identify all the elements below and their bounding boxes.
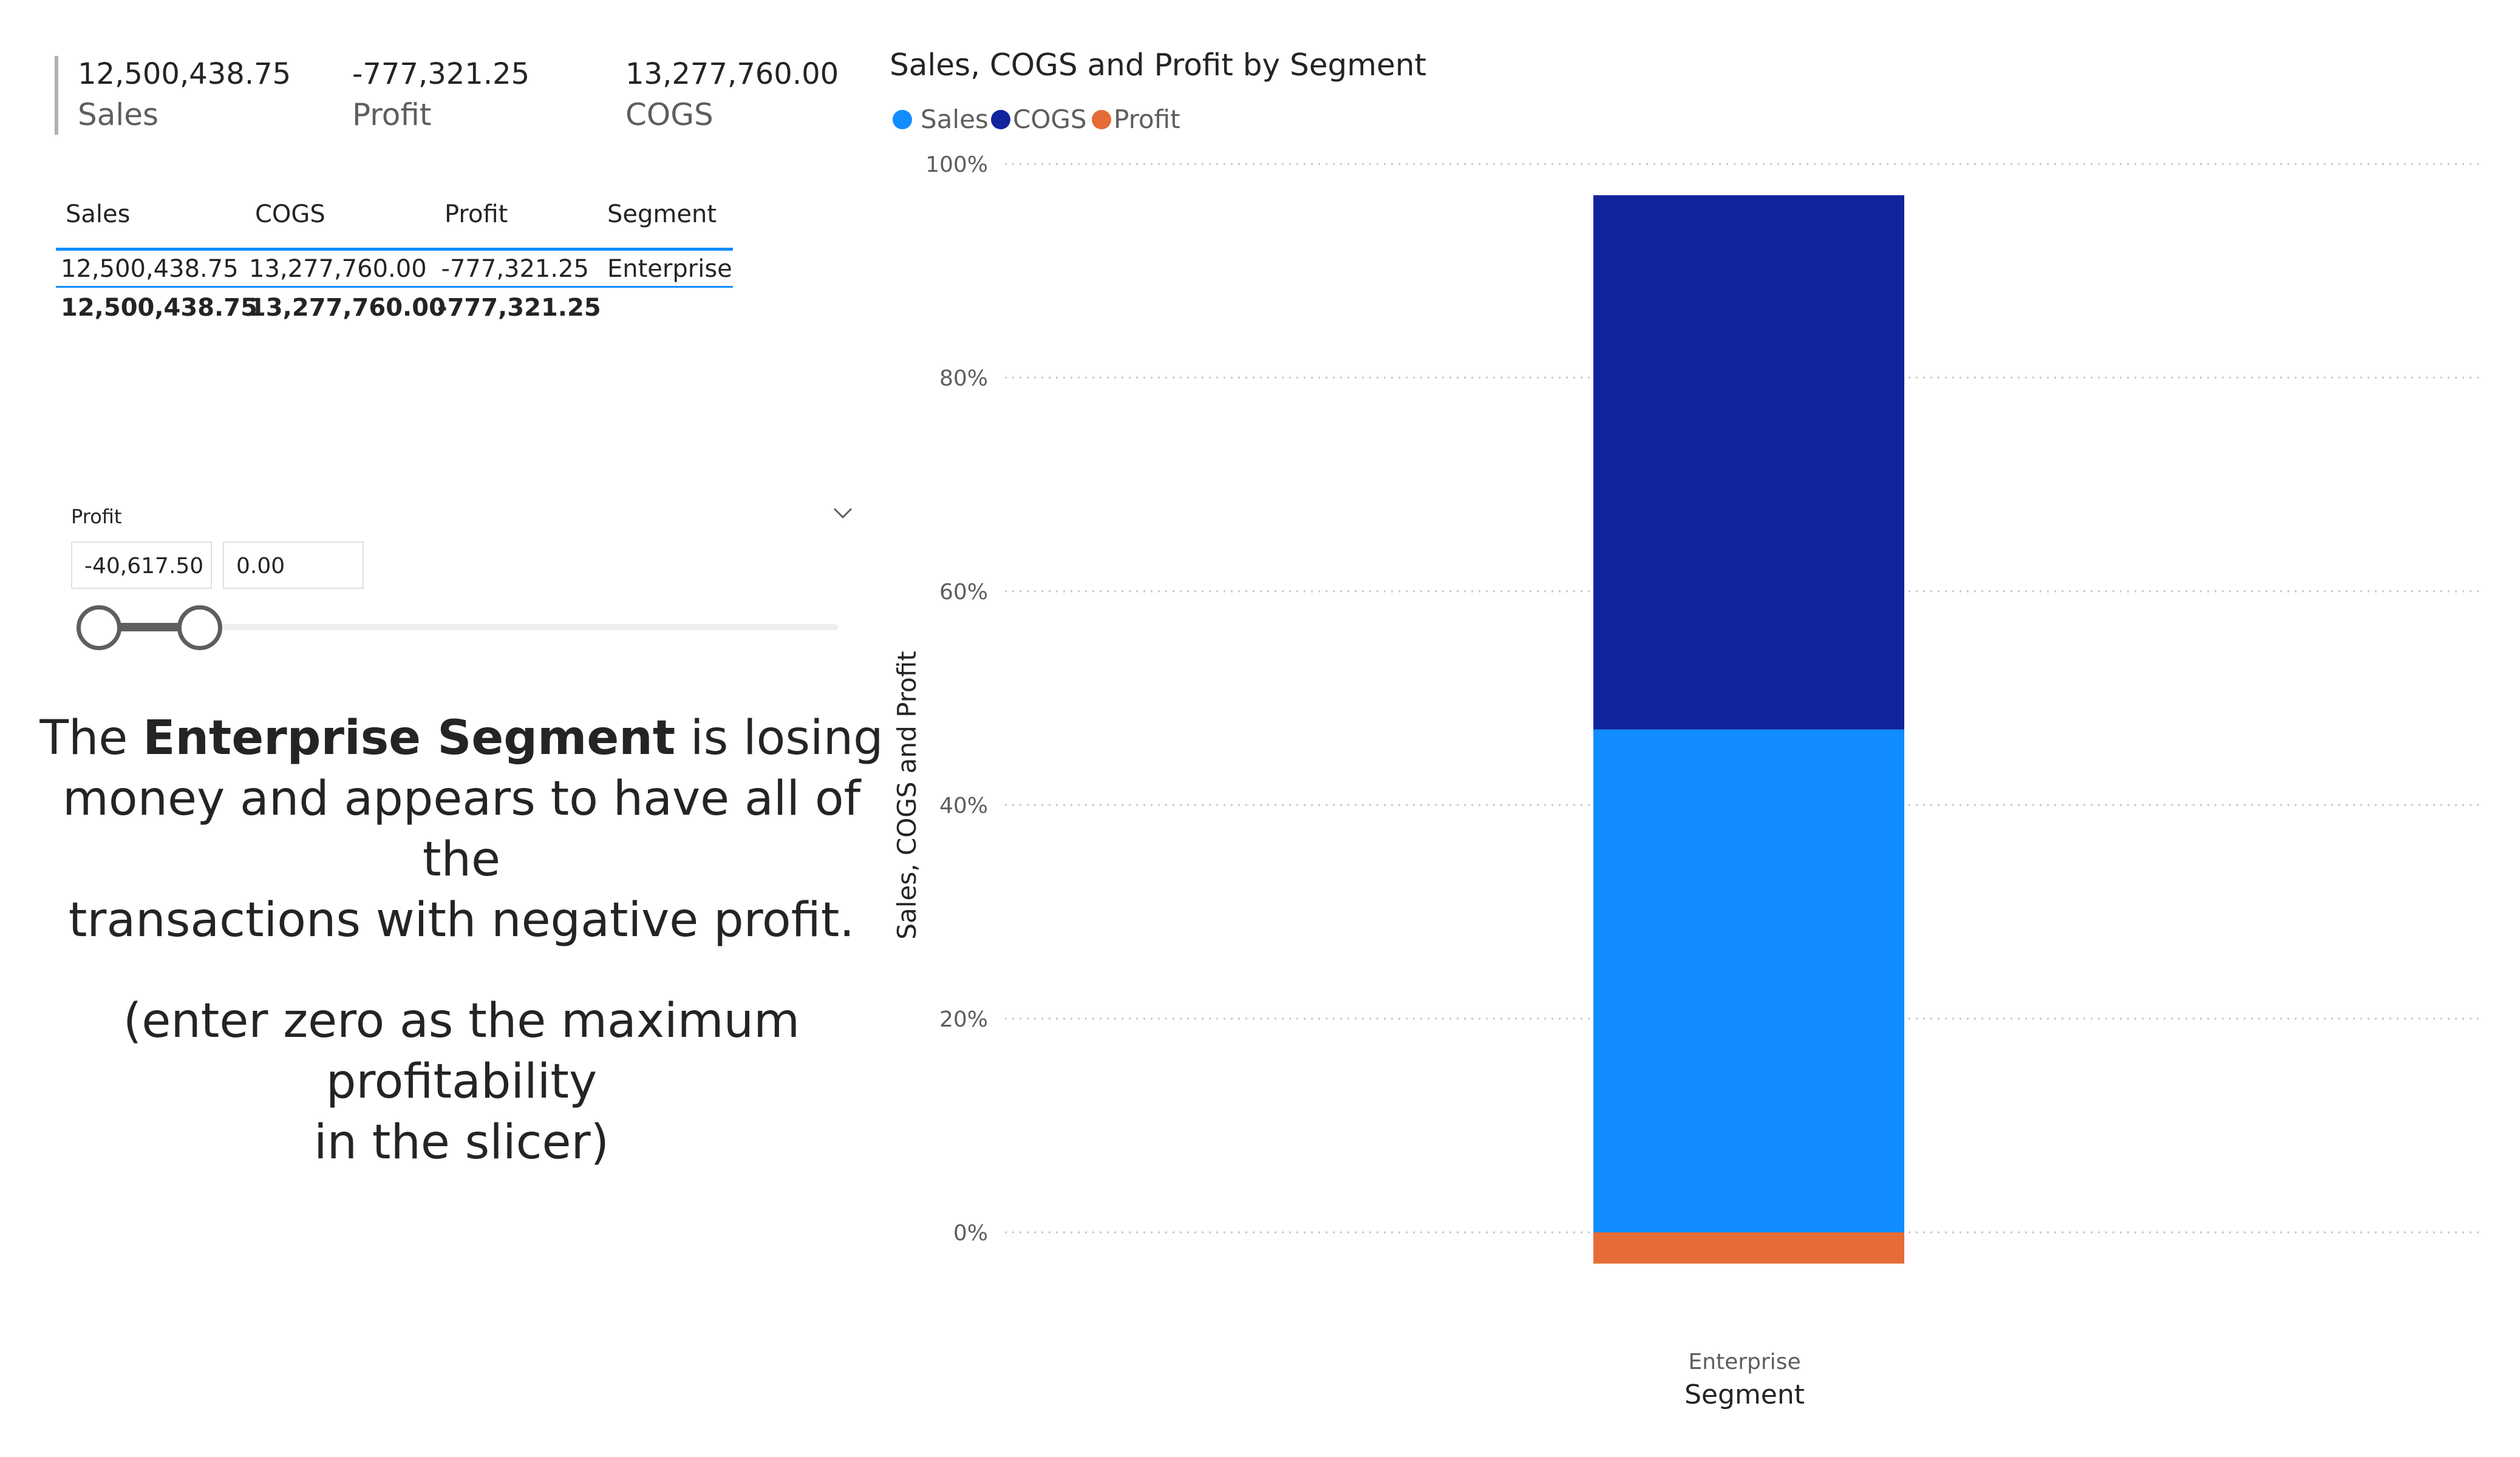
y-tick-label: 100% (925, 152, 988, 177)
x-axis-title: Segment (1684, 1379, 1805, 1410)
legend-label-sales[interactable]: Sales (921, 104, 989, 134)
slicer-track[interactable] (97, 624, 838, 630)
total-profit: -777,321.25 (437, 294, 601, 322)
legend-dot-profit (1092, 110, 1111, 129)
column-header-sales[interactable]: Sales (66, 200, 131, 228)
narrative-text: The Enterprise Segment is losing money a… (39, 711, 884, 948)
y-tick-label: 80% (939, 366, 988, 391)
kpi-sales-label: Sales (78, 97, 159, 132)
y-axis-title: Sales, COGS and Profit (892, 651, 922, 939)
y-tick-label: 60% (939, 580, 988, 605)
narrative-emphasis: Enterprise Segment (143, 711, 676, 766)
slicer-min-handle[interactable] (77, 605, 121, 650)
bar-profit-enterprise[interactable] (1593, 1232, 1904, 1264)
legend-label-profit[interactable]: Profit (1114, 104, 1180, 134)
y-tick-label: 40% (939, 793, 988, 818)
kpi-cogs-label: COGS (625, 97, 713, 132)
legend-dot-sales (893, 110, 912, 129)
chart-title: Sales, COGS and Profit by Segment (890, 47, 1427, 83)
column-header-cogs[interactable]: COGS (255, 200, 325, 228)
chevron-down-icon[interactable] (831, 504, 855, 522)
legend-label-cogs[interactable]: COGS (1013, 104, 1087, 134)
cell-sales: 12,500,438.75 (61, 255, 239, 283)
total-sales: 12,500,438.75 (61, 294, 257, 322)
slicer-selected-range (98, 623, 202, 631)
slicer-title: Profit (71, 505, 122, 528)
slicer-max-handle[interactable] (177, 605, 222, 650)
column-header-profit[interactable]: Profit (444, 200, 508, 228)
slicer-instruction-text: (enter zero as the maximum profitability… (123, 994, 800, 1170)
kpi-card-accent-bar (55, 56, 58, 135)
kpi-profit-label: Profit (352, 97, 432, 132)
y-tick-label: 20% (939, 1007, 988, 1032)
total-cogs: 13,277,760.00 (249, 294, 446, 322)
legend-dot-cogs (991, 110, 1010, 129)
slicer-max-input[interactable]: 0.00 (223, 542, 364, 589)
cell-cogs: 13,277,760.00 (249, 255, 427, 283)
bar-cogs-enterprise[interactable] (1593, 195, 1904, 730)
cell-segment: Enterprise (607, 255, 732, 283)
table-total-divider (56, 286, 733, 288)
x-tick-label-enterprise: Enterprise (1688, 1350, 1800, 1374)
kpi-cogs-value: 13,277,760.00 (625, 57, 839, 91)
kpi-profit-value: -777,321.25 (352, 57, 530, 91)
slicer-min-input[interactable]: -40,617.50 (71, 542, 212, 589)
cell-profit: -777,321.25 (441, 255, 589, 283)
table-header-divider (56, 248, 733, 251)
column-header-segment[interactable]: Segment (607, 200, 717, 228)
y-tick-label: 0% (953, 1221, 988, 1246)
kpi-sales-value: 12,500,438.75 (78, 57, 291, 91)
bar-sales-enterprise[interactable] (1593, 729, 1904, 1232)
